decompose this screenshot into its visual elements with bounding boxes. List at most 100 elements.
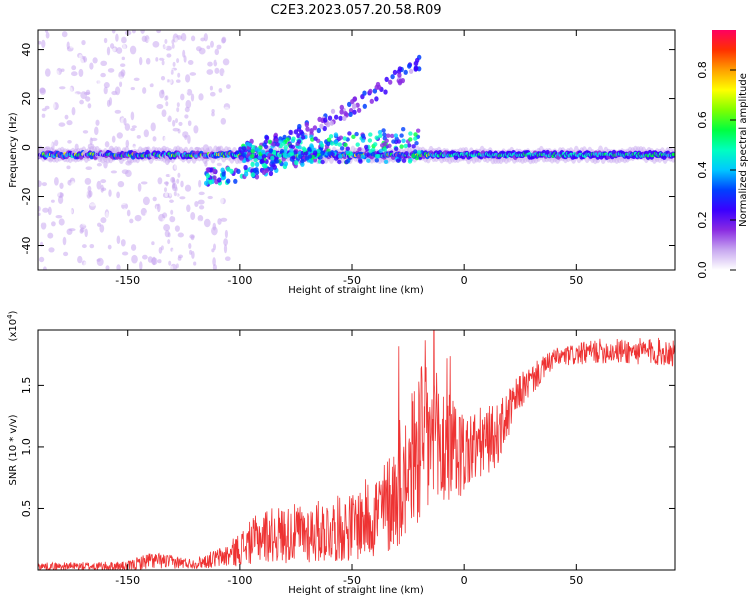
heatmap-cell [67,221,73,228]
heatmap-cell [213,194,219,199]
heatmap-cell [152,136,157,142]
heatmap-cell [67,208,73,215]
heatmap-cell [157,177,163,185]
heatmap-cell [171,228,175,234]
heatmap-cell [174,186,178,192]
heatmap-cell [117,76,124,83]
heatmap-cell [128,131,135,140]
heatmap-x-axis-label: Height of straight line (km) [288,285,424,296]
heatmap-cell [229,168,234,174]
heatmap-cell [193,166,198,175]
heatmap-cell [114,86,121,96]
heatmap-cell [290,144,296,150]
heatmap-cell [156,104,164,109]
heatmap-cell [169,215,176,223]
heatmap-cell [190,211,196,221]
colorbar-tick-label: 0.0 [696,261,709,279]
heatmap-cell [330,108,336,114]
heatmap-cell [148,66,156,74]
heatmap-cell [141,35,147,42]
main-title: C2E3.2023.057.20.58.R09 [270,3,441,18]
heatmap-cell [210,182,217,190]
heatmap-cell [197,199,205,205]
heatmap-cell [155,57,159,62]
heatmap-cell [163,223,171,232]
heatmap-cell [78,54,83,60]
heatmap-cell [170,265,174,270]
snr-y-ticks: 0.5 1.0 1.5 [20,377,675,518]
heatmap-cell [152,196,157,202]
heatmap-cell [190,93,195,102]
heatmap-cell [288,129,293,135]
heatmap-cell [41,113,46,118]
heatmap-cell [177,172,181,178]
heatmap-cell [145,212,149,217]
heatmap-cell [313,136,318,141]
heatmap-cell [62,203,66,211]
heatmap-cell [413,66,418,72]
heatmap-cell [139,261,143,270]
heatmap-cell [74,43,78,51]
heatmap-cell [47,232,54,239]
heatmap-cell [171,177,175,183]
heatmap-cell [374,154,380,159]
heatmap-cell [160,75,166,81]
heatmap-cell [164,95,168,101]
heatmap-cell [220,167,225,173]
snr-x-axis-label: Height of straight line (km) [288,585,424,596]
heatmap-cell [360,138,366,143]
heatmap-cell [81,244,87,249]
heatmap-cell [206,45,211,50]
heatmap-cell [49,101,56,110]
heatmap-y-axis-label: Frequency (Hz) [8,112,19,188]
heatmap-cell [212,257,216,267]
snr-panel: -150 -100 -50 0 50 0.5 1.0 1.5 Height of strai… [6,310,676,596]
heatmap-cell [136,66,142,73]
x-tick-label: 0 [461,574,468,587]
snr-frame [37,329,676,571]
heatmap-cell [63,251,69,257]
heatmap-cell [52,136,59,141]
heatmap-cell [377,130,383,135]
heatmap-cell [251,144,256,150]
heatmap-cell [138,56,143,66]
heatmap-cell [71,106,76,116]
heatmap-cell [171,43,175,49]
heatmap-cell [220,117,227,125]
heatmap-cell [318,155,323,160]
heatmap-cell [40,222,47,230]
heatmap-marks [38,30,675,270]
colorbar-tick-label: 0.8 [696,61,709,79]
heatmap-cell [87,39,93,44]
heatmap-cell [86,252,91,258]
x-tick-label: -100 [227,274,252,287]
heatmap-cell [94,126,99,136]
heatmap-cell [198,205,205,210]
heatmap-cell [205,173,210,179]
heatmap-cell [164,216,168,222]
heatmap-cell [58,122,66,127]
heatmap-cell [268,148,273,154]
heatmap-cell [152,41,160,48]
heatmap-cell [300,161,305,167]
heatmap-cell [407,63,412,69]
heatmap-cell [103,82,110,89]
heatmap-cell [84,228,88,238]
heatmap-cell [245,141,250,147]
colorbar: 0.0 0.2 0.4 0.6 0.8 Normalized spectral ampl… [696,30,749,279]
heatmap-cell [305,126,310,132]
heatmap-cell [403,69,408,75]
heatmap-cell [133,57,140,65]
heatmap-cell [173,164,177,170]
heatmap-cell [384,138,389,143]
heatmap-cell [197,215,204,222]
heatmap-cell [143,129,149,138]
y-tick-label: 0.5 [20,500,33,518]
heatmap-cell [104,141,110,148]
heatmap-cell [275,159,280,164]
heatmap-cell [116,235,121,245]
heatmap-cell [264,135,270,141]
heatmap-cell [223,238,228,246]
heatmap-cell [120,239,126,247]
heatmap-cell [205,167,211,173]
